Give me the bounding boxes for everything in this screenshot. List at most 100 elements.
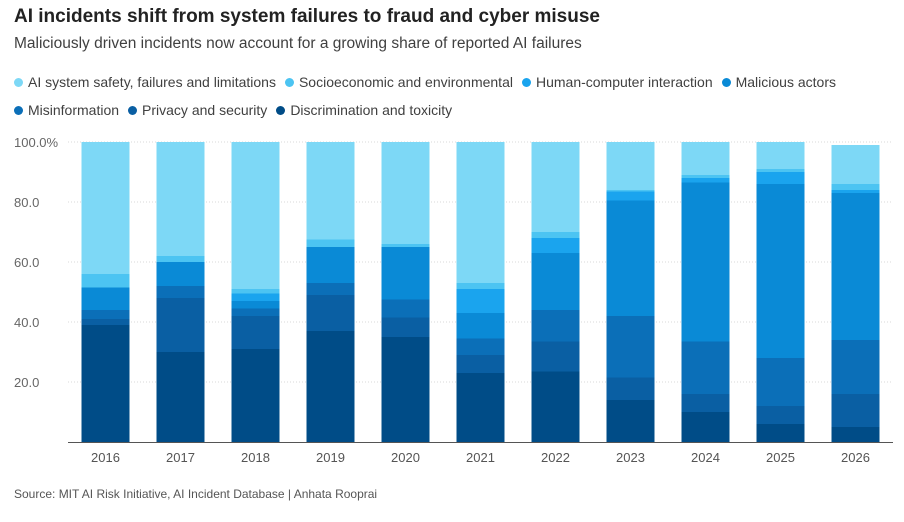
bar-segment [231, 349, 280, 442]
bar-segment [456, 142, 505, 283]
bar-segment [306, 295, 355, 331]
bar-segment [831, 145, 880, 184]
source-note: Source: MIT AI Risk Initiative, AI Incid… [14, 487, 378, 501]
bar-segment [531, 232, 580, 238]
bar-segment [756, 142, 805, 169]
legend-item: Misinformation [14, 102, 119, 118]
bar-segment [831, 193, 880, 340]
y-tick-label: 100.0% [14, 135, 59, 150]
bar-segment [756, 172, 805, 184]
bar-segment [756, 184, 805, 358]
legend-swatch [721, 77, 731, 87]
bar-segment [81, 274, 130, 288]
bar-segment [381, 317, 430, 337]
bar-segment [681, 142, 730, 175]
legend-swatch [276, 105, 286, 115]
bar-segment [81, 142, 130, 274]
bar-segment [231, 142, 280, 289]
x-tick-label: 2024 [691, 450, 720, 465]
bar-segment [381, 299, 430, 318]
bar-segment [156, 142, 205, 256]
bar-segment [156, 286, 205, 298]
bar-segment [681, 341, 730, 394]
x-tick-label: 2022 [541, 450, 570, 465]
bar-segment [606, 191, 655, 201]
x-tick-label: 2023 [616, 450, 645, 465]
x-tick-label: 2020 [391, 450, 420, 465]
bar-segment [681, 412, 730, 442]
bar-segment [456, 338, 505, 355]
bar-segment [831, 184, 880, 190]
bar-segment [231, 316, 280, 349]
x-tick-label: 2018 [241, 450, 270, 465]
bar-segment [156, 352, 205, 442]
y-tick-label: 20.0 [14, 375, 39, 390]
bar-segment [531, 341, 580, 372]
legend-item: Malicious actors [721, 74, 836, 90]
bar-segment [681, 182, 730, 342]
bar-segment [531, 371, 580, 442]
bar-segment [606, 190, 655, 192]
legend-item: AI system safety, failures and limitatio… [14, 74, 276, 90]
bar-segment [381, 244, 430, 247]
bar-segment [156, 256, 205, 262]
legend-label: Socioeconomic and environmental [298, 74, 513, 90]
bar-segment [306, 331, 355, 442]
y-tick-label: 60.0 [14, 255, 39, 270]
legend-item: Privacy and security [128, 102, 267, 118]
bar-segment [381, 337, 430, 442]
legend-swatch [521, 77, 531, 87]
bar-segment [231, 289, 280, 294]
legend-item: Human-computer interaction [521, 74, 713, 90]
bar-segment [81, 325, 130, 442]
legend-row: AI system safety, failures and limitatio… [14, 68, 894, 96]
bar-segment [531, 142, 580, 232]
chart-subtitle: Maliciously driven incidents now account… [14, 35, 582, 52]
bar-segment [756, 358, 805, 406]
legend-item: Discrimination and toxicity [276, 102, 452, 118]
bar-segment [831, 340, 880, 394]
bar-segment [156, 262, 205, 286]
legend-swatch [128, 105, 138, 115]
bar-segment [681, 394, 730, 412]
legend-label: Privacy and security [142, 102, 268, 118]
legend-label: Malicious actors [735, 74, 836, 90]
bar-segment [231, 308, 280, 316]
bar-segment [681, 175, 730, 178]
bar-segment [231, 293, 280, 301]
x-tick-label: 2017 [166, 450, 195, 465]
bar-segment [606, 316, 655, 378]
x-tick-label: 2025 [766, 450, 795, 465]
bar-segment [606, 200, 655, 316]
bar-segment [831, 427, 880, 442]
legend-item: Socioeconomic and environmental [284, 74, 513, 90]
x-tick-label: 2026 [841, 450, 870, 465]
legend-row: Misinformation Privacy and security Discri… [14, 96, 894, 124]
bar-segment [306, 283, 355, 295]
y-tick-label: 80.0 [14, 195, 39, 210]
legend-swatch [284, 77, 294, 87]
legend-label: Human-computer interaction [535, 74, 713, 90]
legend-swatch [14, 77, 23, 87]
bar-segment [681, 178, 730, 183]
x-tick-label: 2021 [466, 450, 495, 465]
bar-segment [81, 319, 130, 325]
bar-segment [81, 310, 130, 319]
legend-swatch [14, 105, 23, 115]
bar-segment [831, 190, 880, 193]
bar-segment [306, 239, 355, 247]
legend-label: Misinformation [28, 102, 120, 118]
bar-segment [756, 406, 805, 424]
bar-segment [81, 287, 130, 310]
bar-segment [381, 247, 430, 300]
bar-segment [456, 355, 505, 373]
bar-segment [456, 373, 505, 442]
x-tick-label: 2019 [316, 450, 345, 465]
chart-title: AI incidents shift from system failures … [14, 6, 600, 27]
bar-segment [456, 283, 505, 289]
bar-segment [456, 313, 505, 339]
bar-segment [456, 289, 505, 313]
legend-label: Discrimination and toxicity [290, 102, 453, 118]
bar-segment [531, 253, 580, 310]
